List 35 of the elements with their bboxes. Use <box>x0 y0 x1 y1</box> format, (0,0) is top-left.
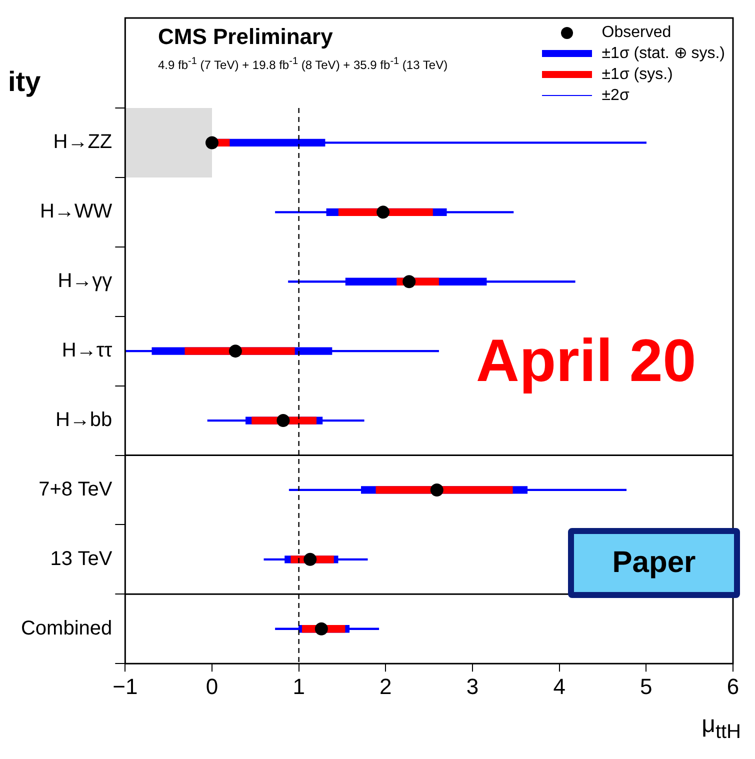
text: ity <box>8 66 41 98</box>
point <box>205 136 218 150</box>
y-tick-label: 13 TeV <box>50 548 113 570</box>
y-tick-label: H→ZZ <box>53 131 112 154</box>
y-tick-label: Combined <box>20 617 112 640</box>
x-tick-label: 4 <box>553 674 566 699</box>
bar <box>376 486 513 494</box>
x-tick-label: 0 <box>206 674 218 699</box>
y-tick-label: H→WW <box>40 200 112 223</box>
x-tick-label: −1 <box>112 674 138 699</box>
annotation: April 20 <box>476 326 696 395</box>
point <box>228 344 242 358</box>
legend-label: ±2σ <box>602 86 630 106</box>
x-tick-label: 6 <box>726 674 740 699</box>
x-tick-label: 3 <box>466 674 479 699</box>
chart-subtitle: 4.9 fb$^{-1}$ (7 TeV) + 19.8 fb$^{-1}$ (8 TeV) + 35.9 fb$^{-1}$ (13 TeV) <box>158 56 448 72</box>
y-tick-label: H→bb <box>55 409 112 432</box>
point <box>430 483 444 496</box>
chart-title: CMS Preliminary <box>158 24 334 50</box>
x-tick-label: 2 <box>380 674 392 699</box>
y-tick-label: H→ττ <box>62 340 112 362</box>
legend-label: ±1σ (sys.) <box>602 65 673 85</box>
y-tick-label: H→γγ <box>58 270 112 292</box>
point <box>314 622 328 636</box>
legend-label: Observed <box>602 23 672 43</box>
x-tick-label: 1 <box>292 674 305 699</box>
point <box>376 206 390 219</box>
annotation: Paper <box>568 528 740 598</box>
x-axis-title: μ$_{ttH}$ <box>702 711 741 744</box>
legend-label: ±1σ (stat. ⊕ sys.) <box>602 44 725 64</box>
point <box>402 275 416 288</box>
point <box>276 414 290 428</box>
y-tick-label: 7+8 TeV <box>38 478 113 500</box>
point <box>304 552 317 566</box>
x-tick-label: 5 <box>640 674 652 699</box>
